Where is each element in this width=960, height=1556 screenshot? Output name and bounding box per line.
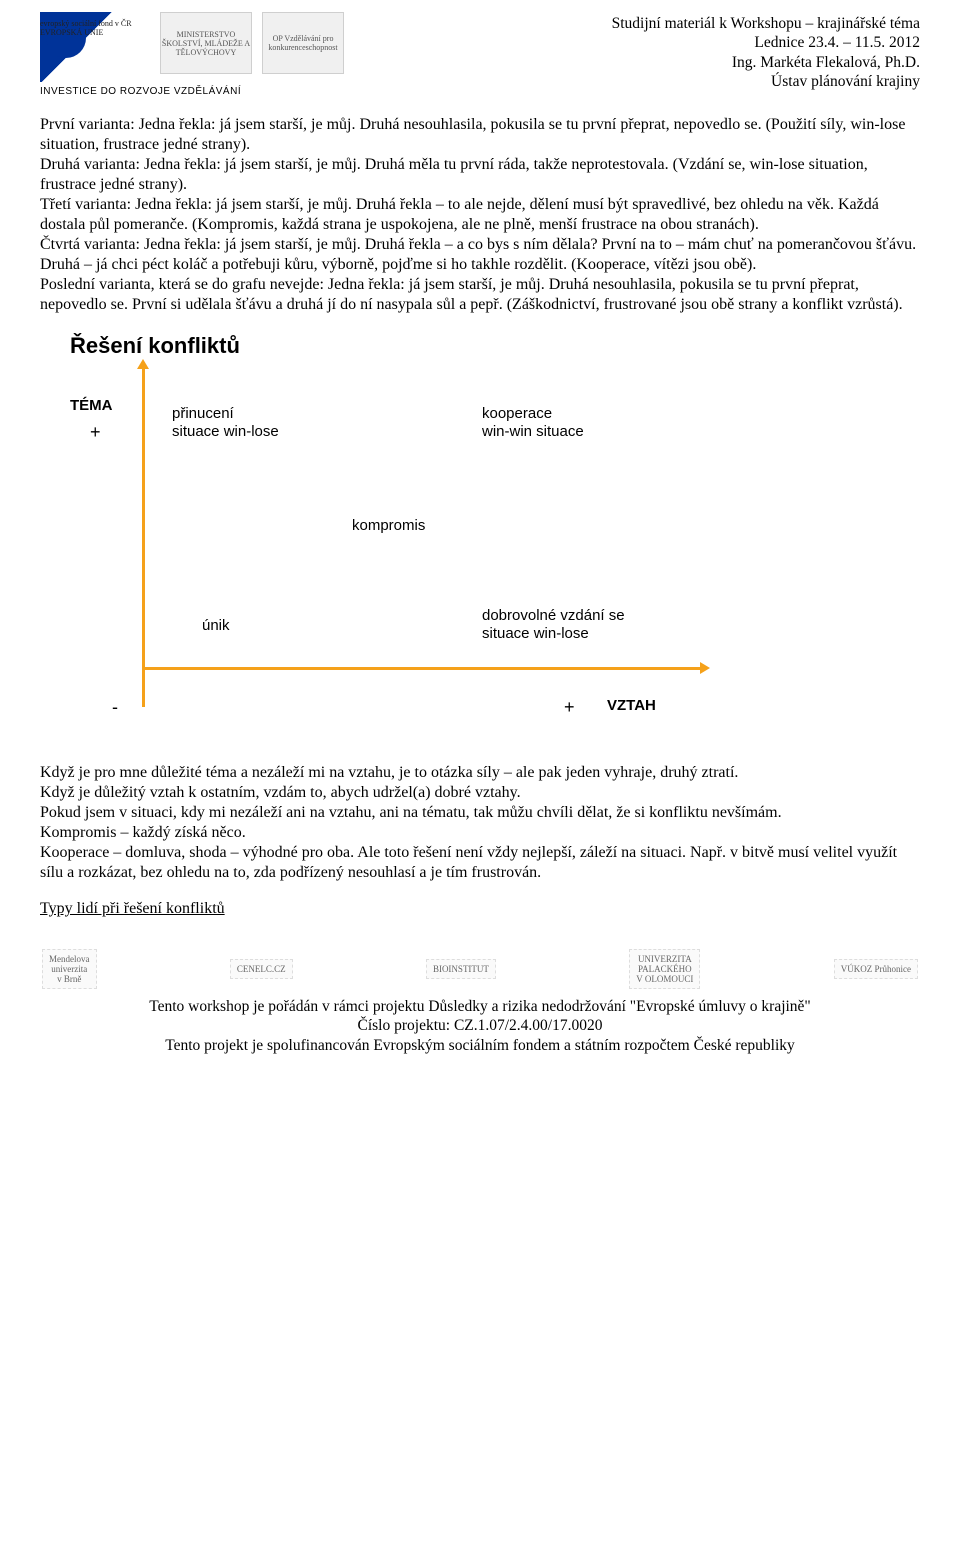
y-axis-minus: -: [112, 697, 118, 719]
x-axis: [142, 667, 702, 670]
esf-eu-logo: evropský sociální fond v ČR EVROPSKÁ UNI…: [40, 12, 150, 82]
y-axis-label: TÉMA: [70, 397, 113, 415]
conflict-diagram-section: Řešení konfliktů TÉMA + - + VZTAH přinuc…: [40, 333, 920, 737]
quadrant-bottom-right: dobrovolné vzdání se situace win-lose: [482, 607, 625, 643]
quadrant-center: kompromis: [352, 517, 425, 535]
subheading-types: Typy lidí při řešení konfliktů: [40, 900, 225, 917]
footer-logo-strip: Mendelova univerzita v Brně CENELC.CZ BI…: [40, 949, 920, 989]
y-axis: [142, 367, 145, 707]
x-axis-plus: +: [564, 697, 575, 719]
page-root: evropský sociální fond v ČR EVROPSKÁ UNI…: [0, 0, 960, 1065]
conflict-diagram: TÉMA + - + VZTAH přinucení situace win-l…: [52, 367, 792, 737]
footer-line-2: Číslo projektu: CZ.1.07/2.4.00/17.0020: [40, 1016, 920, 1035]
msmt-logo: MINISTERSTVO ŠKOLSTVÍ, MLÁDEŽE A TĚLOVÝC…: [160, 12, 252, 74]
explanation-block: Když je pro mne důležité téma a nezáleží…: [40, 763, 920, 919]
footer-logo-mendelu: Mendelova univerzita v Brně: [42, 949, 97, 989]
header-right: Studijní materiál k Workshopu – krajinář…: [612, 12, 920, 92]
body-para: První varianta: Jedna řekla: já jsem sta…: [40, 115, 920, 315]
explain-p3: Pokud jsem v situaci, kdy mi nezáleží an…: [40, 803, 920, 823]
explain-p4: Kompromis – každý získá něco.: [40, 823, 920, 843]
esf-logo-text: evropský sociální fond v ČR EVROPSKÁ UNI…: [40, 20, 146, 38]
y-axis-plus: +: [90, 422, 101, 444]
x-axis-label: VZTAH: [607, 697, 656, 715]
quadrant-bottom-left: únik: [202, 617, 230, 635]
footer-text: Tento workshop je pořádán v rámci projek…: [40, 997, 920, 1055]
footer-logo-upol: UNIVERZITA PALACKÉHO V OLOMOUCI: [629, 949, 700, 989]
explain-p2: Když je důležitý vztah k ostatním, vzdám…: [40, 783, 920, 803]
header-line-4: Ústav plánování krajiny: [612, 72, 920, 91]
footer-logo-bioinstitut: BIOINSTITUT: [426, 959, 496, 979]
footer-logo-vukoz: VÚKOZ Průhonice: [834, 959, 918, 979]
quadrant-top-left: přinucení situace win-lose: [172, 405, 279, 441]
footer-logo-cenelc: CENELC.CZ: [230, 959, 293, 979]
explain-p1: Když je pro mne důležité téma a nezáleží…: [40, 763, 920, 783]
header-line-2: Lednice 23.4. – 11.5. 2012: [612, 33, 920, 52]
page-header: evropský sociální fond v ČR EVROPSKÁ UNI…: [40, 12, 920, 97]
esf-slogan: INVESTICE DO ROZVOJE VZDĚLÁVÁNÍ: [40, 86, 344, 97]
body-paragraphs: První varianta: Jedna řekla: já jsem sta…: [40, 115, 920, 315]
logo-strip: evropský sociální fond v ČR EVROPSKÁ UNI…: [40, 12, 344, 82]
quadrant-top-right: kooperace win-win situace: [482, 405, 584, 441]
diagram-title: Řešení konfliktů: [70, 333, 920, 359]
footer-line-1: Tento workshop je pořádán v rámci projek…: [40, 997, 920, 1016]
opvk-logo: OP Vzdělávání pro konkurenceschopnost: [262, 12, 344, 74]
header-line-1: Studijní materiál k Workshopu – krajinář…: [612, 14, 920, 33]
header-left: evropský sociální fond v ČR EVROPSKÁ UNI…: [40, 12, 344, 97]
footer-line-3: Tento projekt je spolufinancován Evropsk…: [40, 1036, 920, 1055]
header-line-3: Ing. Markéta Flekalová, Ph.D.: [612, 53, 920, 72]
explain-p5: Kooperace – domluva, shoda – výhodné pro…: [40, 843, 920, 883]
